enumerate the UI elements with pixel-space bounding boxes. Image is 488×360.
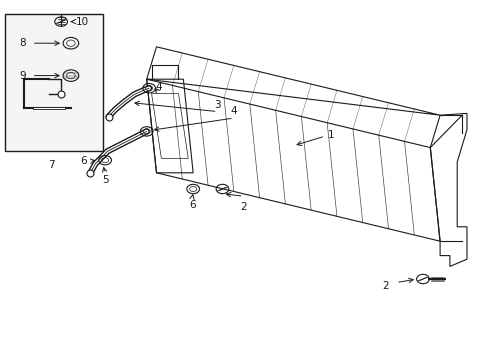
Text: 6: 6: [188, 200, 195, 210]
Text: 9: 9: [20, 71, 26, 81]
FancyBboxPatch shape: [5, 14, 102, 151]
Text: 10: 10: [76, 17, 89, 27]
Text: 3: 3: [214, 100, 221, 110]
Text: 8: 8: [20, 38, 26, 48]
Text: 1: 1: [327, 130, 334, 140]
Text: 4: 4: [155, 82, 162, 92]
Text: 2: 2: [240, 202, 246, 212]
Text: 6: 6: [80, 156, 87, 166]
Text: 7: 7: [48, 160, 55, 170]
Text: 5: 5: [102, 175, 108, 185]
Text: 4: 4: [230, 106, 237, 116]
Text: 2: 2: [381, 281, 388, 291]
